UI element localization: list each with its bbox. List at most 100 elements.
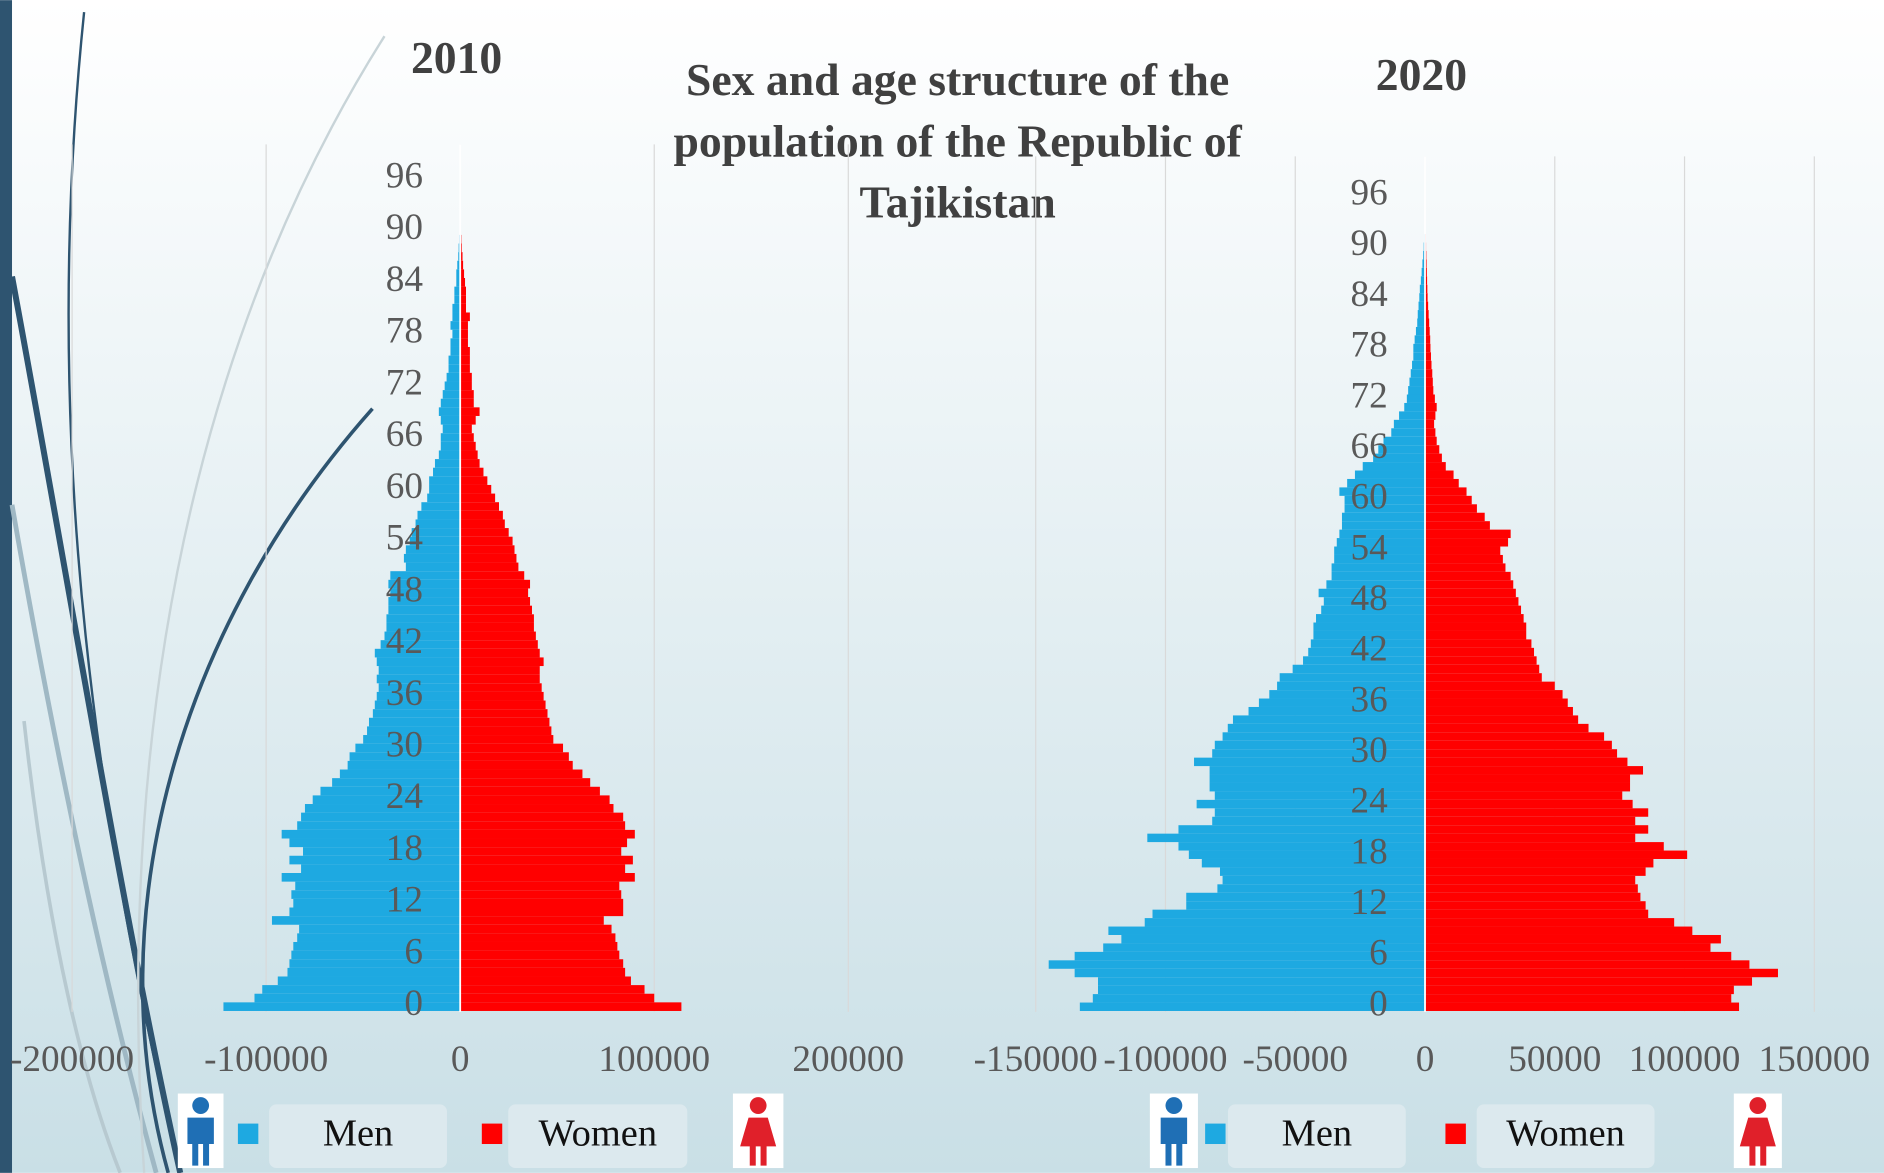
- bar: [1425, 360, 1432, 370]
- bar: [450, 321, 461, 330]
- bar: [460, 993, 655, 1003]
- bar: [460, 381, 472, 391]
- y-tick-label: 54: [386, 518, 424, 559]
- bar: [457, 260, 461, 270]
- bar: [1425, 310, 1429, 319]
- bar: [312, 795, 461, 805]
- bar: [1425, 622, 1527, 631]
- y-tick-label: 36: [1351, 679, 1388, 720]
- bar: [446, 372, 461, 382]
- bar: [1323, 597, 1426, 606]
- bar: [1074, 968, 1426, 978]
- y-tick-label: 84: [1351, 274, 1389, 315]
- bar: [289, 959, 461, 968]
- y-tick-label: 24: [386, 776, 424, 817]
- y-tick-label: 72: [1351, 375, 1388, 416]
- legend-swatch: [1205, 1123, 1226, 1145]
- y-tick-label: 6: [404, 931, 423, 972]
- title-box: Sex and age structure of the population …: [673, 55, 1241, 228]
- y-tick-label: 12: [386, 880, 423, 921]
- bar: [1152, 909, 1426, 919]
- bar: [1420, 276, 1426, 285]
- bar: [460, 760, 573, 770]
- bar: [454, 286, 461, 296]
- bar: [1232, 715, 1426, 724]
- bar: [460, 829, 635, 839]
- bar: [254, 993, 461, 1003]
- bar: [456, 277, 461, 287]
- bar: [1425, 386, 1434, 395]
- bar: [1222, 875, 1426, 885]
- y-tick-label: 60: [386, 466, 423, 507]
- bar: [1425, 842, 1664, 851]
- bar: [297, 821, 461, 830]
- bar: [1425, 436, 1437, 446]
- y-tick-label: 48: [386, 569, 423, 610]
- bar: [1178, 825, 1426, 834]
- bar: [1425, 588, 1516, 598]
- bar: [1425, 926, 1693, 935]
- bar: [1425, 402, 1437, 412]
- bar: [460, 855, 633, 865]
- y-tick-label: 96: [1351, 173, 1388, 214]
- bar: [1425, 647, 1535, 657]
- bar: [1048, 960, 1426, 969]
- bar: [444, 381, 461, 391]
- bar: [1425, 470, 1454, 479]
- x-tick-label: -100000: [204, 1039, 328, 1080]
- bar: [1425, 335, 1431, 344]
- bar: [460, 528, 509, 537]
- bar: [303, 847, 461, 856]
- bar: [1383, 436, 1426, 446]
- bar: [1344, 495, 1426, 505]
- bar: [417, 510, 461, 520]
- bar: [1425, 343, 1431, 353]
- bar: [1406, 394, 1426, 403]
- bar: [349, 752, 461, 761]
- bar: [1425, 909, 1649, 919]
- y-tick-label: 66: [1351, 426, 1388, 467]
- bar: [1417, 318, 1426, 327]
- bar: [460, 450, 478, 460]
- y-tick-label: 66: [386, 414, 423, 455]
- bar: [460, 433, 474, 442]
- bar: [1209, 766, 1426, 775]
- bar: [1188, 850, 1426, 859]
- bar: [386, 622, 461, 632]
- bar: [1339, 487, 1426, 496]
- bar: [1425, 782, 1631, 792]
- legend-label: Men: [323, 1113, 393, 1155]
- bar: [1425, 858, 1654, 868]
- bar: [405, 545, 461, 554]
- y-tick-label: 18: [1351, 831, 1388, 872]
- bar: [1347, 478, 1426, 488]
- bar: [1425, 825, 1649, 834]
- bar: [291, 890, 461, 899]
- bar: [1399, 411, 1426, 420]
- bar: [295, 881, 461, 891]
- bar: [460, 752, 569, 761]
- bar: [1313, 630, 1426, 640]
- bar: [1425, 630, 1527, 640]
- bar: [1425, 487, 1467, 496]
- bar: [1425, 757, 1628, 767]
- bar: [1425, 504, 1477, 513]
- pyramid: -150000 -100000 -50000 0 50000 100000 150000 0 6…: [974, 49, 1870, 1169]
- bar: [1217, 884, 1426, 893]
- bar: [460, 709, 548, 718]
- bar: [1313, 622, 1426, 631]
- bar: [1303, 656, 1426, 665]
- bar: [376, 674, 461, 684]
- bar: [1404, 402, 1426, 412]
- bar: [1318, 588, 1426, 598]
- legend-icons: [177, 1093, 1782, 1169]
- y-tick-label: 42: [386, 621, 423, 662]
- bar: [1425, 715, 1579, 724]
- bar: [1214, 808, 1426, 817]
- bar: [1326, 580, 1426, 589]
- bar: [1378, 445, 1426, 454]
- bar: [289, 838, 461, 848]
- bar: [460, 838, 628, 848]
- y-tick-label: 0: [404, 983, 423, 1024]
- bar: [1425, 318, 1430, 327]
